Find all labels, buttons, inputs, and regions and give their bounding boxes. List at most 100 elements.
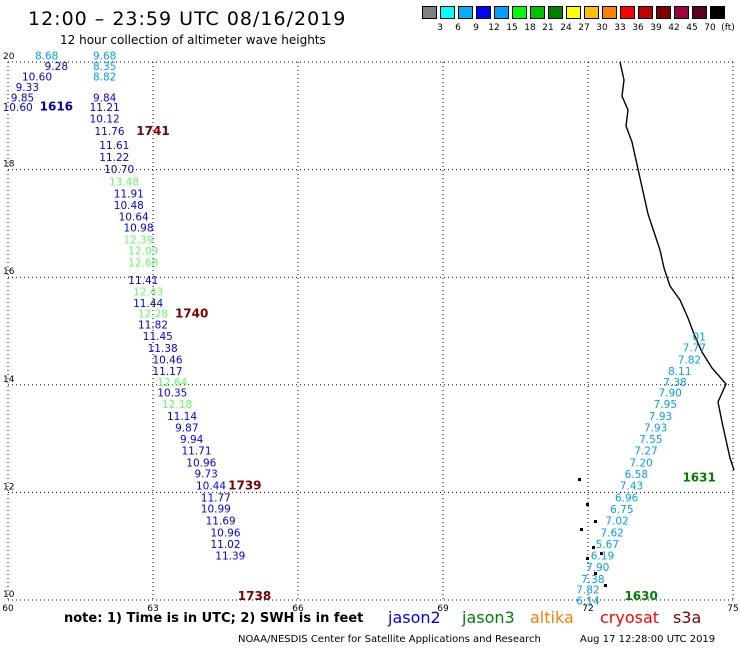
colorbar-swatch [512, 6, 527, 19]
wave-height-label: 9.94 [180, 434, 204, 446]
legend-cryosat: cryosat [600, 608, 660, 627]
colorbar-label: 27 [578, 23, 590, 33]
pass-time-label: 1630 [624, 589, 657, 603]
island-marker [580, 528, 583, 531]
wave-height-label: 10.60 [22, 71, 52, 83]
colorbar-swatch [566, 6, 581, 19]
wave-height-label: 11.61 [99, 140, 129, 152]
wave-height-label: 12.18 [162, 399, 192, 411]
wave-height-label: 12.39 [123, 234, 153, 246]
note-text: note: 1) Time is in UTC; 2) SWH is in fe… [64, 611, 364, 626]
wave-height-label: 12.43 [133, 286, 163, 298]
wave-height-label: 7.20 [629, 458, 652, 470]
wave-height-label: 7.38 [663, 377, 686, 389]
wave-height-label: 11.77 [201, 493, 231, 505]
y-tick-label: 14 [3, 375, 15, 385]
colorbar-swatch [476, 6, 491, 19]
wave-height-label: 9.85 [11, 92, 34, 104]
y-tick-label: 16 [3, 267, 15, 277]
wave-height-label: 5.67 [596, 539, 619, 551]
colorbar-swatch [710, 6, 725, 19]
wave-height-label: 11.45 [143, 331, 173, 343]
colorbar-swatch [656, 6, 671, 19]
colorbar-label: 24 [560, 23, 572, 33]
footer-timestamp: Aug 17 12:28:00 UTC 2019 [580, 634, 716, 645]
wave-height-label: 7.77 [683, 342, 706, 354]
colorbar-swatch [440, 6, 455, 19]
wave-height-label: 10.60 [3, 102, 33, 114]
wave-height-label: 10.46 [152, 354, 182, 366]
y-tick-label: 18 [3, 160, 15, 170]
colorbar-label: 42 [668, 23, 680, 33]
wave-height-label: 7.27 [634, 446, 657, 458]
wave-height-label: 6.58 [625, 469, 648, 481]
x-tick-label: 66 [292, 604, 304, 614]
wave-height-label: 11.38 [148, 343, 178, 355]
wave-height-label: 12.68 [128, 257, 158, 269]
pass-time-label: 1741 [136, 124, 169, 138]
wave-height-label: 11.41 [128, 275, 158, 287]
wave-height-label: 11.91 [114, 189, 144, 201]
wave-height-label: 01 [692, 332, 705, 344]
wave-height-label: 7.90 [586, 562, 609, 574]
wave-height-label: 6.75 [610, 504, 633, 516]
wave-height-label: 7.82 [678, 354, 701, 366]
pass-time-label: 1616 [40, 99, 73, 113]
wave-height-label: 10.35 [157, 388, 187, 400]
colorbar-label: 12 [488, 23, 500, 33]
wave-height-label: 11.14 [167, 411, 197, 423]
wave-height-label: 7.82 [576, 585, 599, 597]
colorbar-swatch [422, 6, 437, 19]
wave-height-label: 10.96 [186, 458, 216, 470]
colorbar-label: 39 [650, 23, 662, 33]
wave-height-label: 10.48 [114, 200, 144, 212]
island-marker [594, 520, 597, 523]
pass-time-label: 1631 [682, 471, 715, 485]
x-tick-label: 72 [582, 604, 593, 614]
wave-height-label: 7.02 [605, 516, 628, 528]
page-subtitle: 12 hour collection of altimeter wave hei… [60, 33, 326, 47]
x-tick-label: 69 [437, 604, 449, 614]
colorbar-label: (ft) [721, 23, 735, 33]
wave-height-label: 11.44 [133, 298, 163, 310]
wave-height-label: 9.84 [93, 92, 117, 104]
wave-height-label: 13.48 [109, 177, 139, 189]
colorbar-label: 36 [632, 23, 644, 33]
wave-height-label: 10.44 [196, 481, 226, 493]
wave-height-label: 11.17 [152, 366, 182, 378]
legend-s3a: s3a [673, 608, 702, 627]
wave-height-label: 7.43 [620, 481, 643, 493]
colorbar-label: 3 [437, 23, 443, 33]
colorbar-label: 6 [455, 23, 461, 33]
wave-height-label: 6.14 [576, 595, 600, 607]
colorbar-label: 33 [614, 23, 626, 33]
wave-height-label: 11.69 [206, 516, 236, 528]
colorbar-label: 30 [596, 23, 608, 33]
wave-height-label: 10.98 [123, 222, 153, 234]
wave-height-label: 12.09 [128, 246, 158, 258]
wave-height-label: 10.96 [210, 528, 240, 540]
y-tick-label: 20 [3, 52, 15, 62]
legend-jason2: jason2 [388, 608, 441, 627]
wave-height-label: 11.39 [215, 551, 245, 563]
wave-height-label: 6.96 [615, 493, 639, 505]
wave-height-label: 8.35 [93, 61, 116, 73]
pass-time-label: 1738 [238, 589, 271, 603]
island-marker [592, 546, 595, 549]
wave-height-label: 7.62 [600, 528, 623, 540]
wave-height-label: 7.55 [639, 434, 662, 446]
wave-height-label: 7.95 [654, 399, 677, 411]
wave-height-label: 10.70 [104, 164, 134, 176]
wave-height-label: 8.11 [668, 366, 691, 378]
wave-height-label: 7.38 [581, 574, 604, 586]
legend-jason3: jason3 [462, 608, 515, 627]
x-tick-label: 63 [147, 604, 158, 614]
wave-height-label: 9.73 [194, 468, 217, 480]
wave-height-label: 7.93 [649, 411, 672, 423]
colorbar-swatch [584, 6, 599, 19]
colorbar-label: 70 [704, 23, 716, 33]
wave-height-label: 8.82 [93, 71, 116, 83]
island-marker [586, 503, 589, 506]
colorbar-label: 21 [542, 23, 554, 33]
